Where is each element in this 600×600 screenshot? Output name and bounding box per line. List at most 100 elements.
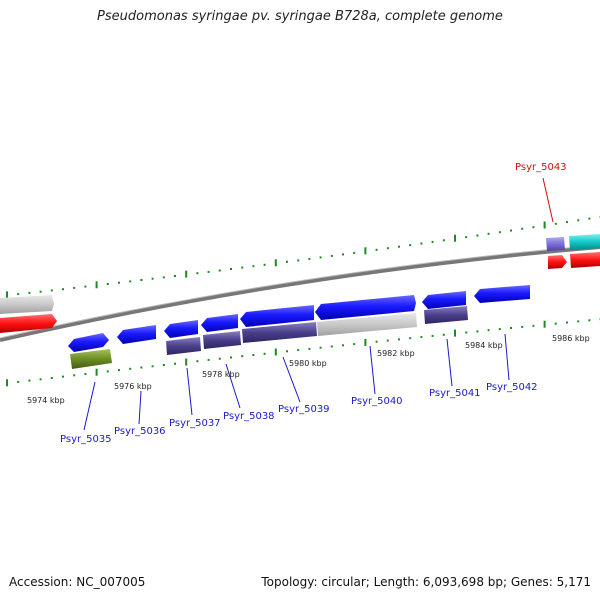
minor-tick <box>442 333 445 336</box>
gene-arrow-5038[interactable] <box>201 314 238 332</box>
minor-tick <box>62 375 64 378</box>
minor-tick <box>398 338 400 341</box>
minor-tick <box>84 285 87 288</box>
minor-tick <box>420 242 423 245</box>
minor-tick <box>162 364 165 366</box>
minor-tick <box>319 346 322 349</box>
gene-arrow-5037[interactable] <box>164 320 198 338</box>
minor-tick <box>207 270 210 273</box>
gene-labels: Psyr_5035 Psyr_5036 Psyr_5037 Psyr_5038 … <box>60 162 567 445</box>
minor-tick <box>342 253 344 256</box>
minor-tick <box>566 321 568 324</box>
lower-tick-row <box>6 318 600 387</box>
minor-tick <box>73 374 76 377</box>
gene-arrow-5035[interactable] <box>68 333 109 352</box>
gene-label-5037[interactable]: Psyr_5037 <box>169 418 221 429</box>
minor-tick <box>17 380 20 383</box>
gene-box-red-right[interactable] <box>570 252 600 268</box>
major-tick <box>95 368 98 376</box>
minor-tick <box>286 260 288 263</box>
minor-tick <box>465 331 468 334</box>
minor-tick <box>487 329 490 332</box>
gene-box-5041-cds[interactable] <box>424 306 468 324</box>
gene-label-5036[interactable]: Psyr_5036 <box>114 426 166 437</box>
gene-box-5043[interactable] <box>546 237 565 251</box>
minor-tick <box>28 379 31 382</box>
minor-tick <box>510 327 512 329</box>
minor-tick <box>577 219 580 222</box>
major-tick <box>364 338 367 346</box>
minor-tick <box>308 257 311 260</box>
gene-arrow-gray-left[interactable] <box>0 295 54 314</box>
minor-tick <box>162 276 165 279</box>
minor-tick <box>386 339 389 342</box>
gene-box-5040-pseudo[interactable] <box>317 313 417 336</box>
minor-tick <box>28 291 31 294</box>
gene-label-5038[interactable]: Psyr_5038 <box>223 411 275 422</box>
gene-label-5040[interactable]: Psyr_5040 <box>351 396 403 407</box>
gene-arrow-5041[interactable] <box>422 291 466 309</box>
minor-tick <box>286 350 288 353</box>
minor-tick <box>140 279 143 281</box>
minor-tick <box>118 281 120 284</box>
minor-tick <box>118 369 120 372</box>
minor-tick <box>431 334 434 337</box>
major-tick <box>95 281 98 289</box>
gene-arrow-red-right-small[interactable] <box>548 255 567 269</box>
minor-tick <box>342 344 344 347</box>
gene-box-5038-cds[interactable] <box>203 331 241 349</box>
tick-labels: 5974 kbp 5976 kbp 5978 kbp 5980 kbp 5982… <box>27 334 590 405</box>
tick-label: 5980 kbp <box>289 359 327 368</box>
minor-tick <box>62 288 64 291</box>
gene-label-5039[interactable]: Psyr_5039 <box>278 404 330 415</box>
minor-tick <box>106 370 109 373</box>
gene-box-olive[interactable] <box>70 349 112 369</box>
major-tick <box>185 358 188 366</box>
minor-tick <box>297 259 300 262</box>
gene-features <box>0 234 600 369</box>
topology-text: Topology: circular; Length: 6,093,698 bp… <box>261 575 591 589</box>
tick-label: 5984 kbp <box>465 341 503 350</box>
gene-arrow-5036[interactable] <box>117 325 156 344</box>
minor-tick <box>230 356 232 359</box>
gene-label-5042[interactable]: Psyr_5042 <box>486 382 538 393</box>
minor-tick <box>196 360 199 363</box>
minor-tick <box>129 280 132 283</box>
minor-tick <box>73 286 76 289</box>
minor-tick <box>151 277 154 280</box>
minor-tick <box>263 352 266 355</box>
gene-box-5039-cds[interactable] <box>242 322 317 343</box>
minor-tick <box>241 355 244 358</box>
major-tick <box>364 247 367 255</box>
minor-tick <box>386 247 389 250</box>
major-tick <box>6 379 8 387</box>
minor-tick <box>420 336 423 339</box>
minor-tick <box>498 328 501 331</box>
gene-label-5035[interactable]: Psyr_5035 <box>60 434 112 445</box>
major-tick <box>274 348 277 356</box>
minor-tick <box>330 254 333 257</box>
gene-label-5041[interactable]: Psyr_5041 <box>429 388 481 399</box>
minor-tick <box>566 221 568 224</box>
gene-arrow-5042[interactable] <box>474 285 530 303</box>
minor-tick <box>588 217 591 220</box>
minor-tick <box>532 226 535 229</box>
gene-box-5037-cds[interactable] <box>166 337 201 355</box>
minor-tick <box>207 358 210 361</box>
gene-arrow-5040[interactable] <box>315 295 416 320</box>
major-tick <box>454 234 456 242</box>
minor-tick <box>521 325 524 328</box>
minor-tick <box>50 289 53 292</box>
gene-box-cyan-right[interactable] <box>569 234 600 250</box>
label-leaders <box>83 177 554 431</box>
tick-label: 5976 kbp <box>114 382 152 391</box>
major-tick <box>6 291 8 299</box>
minor-tick <box>39 378 42 381</box>
minor-tick <box>353 343 356 346</box>
gene-label-5043[interactable]: Psyr_5043 <box>515 162 567 173</box>
minor-tick <box>319 256 322 259</box>
gene-arrow-5039[interactable] <box>240 305 314 327</box>
minor-tick <box>442 239 445 242</box>
minor-tick <box>252 265 255 268</box>
gene-arrow-red-left[interactable] <box>0 314 57 333</box>
